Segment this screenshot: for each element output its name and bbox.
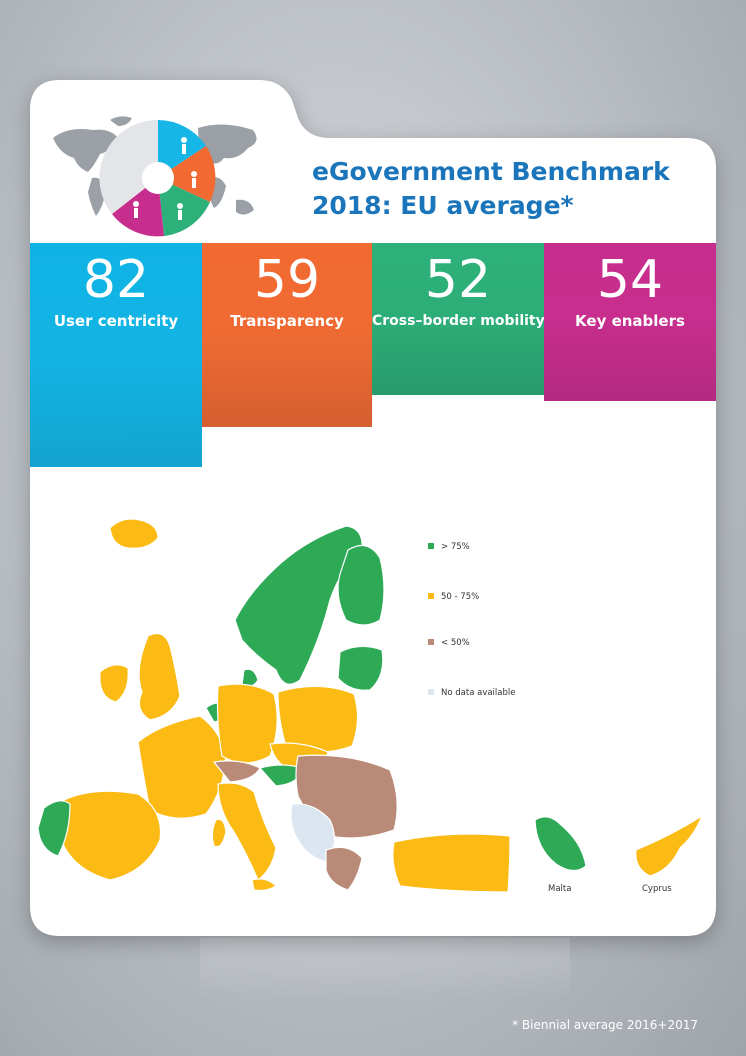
legend-swatch bbox=[428, 688, 434, 695]
title-line-1: eGovernment Benchmark bbox=[312, 157, 670, 186]
map-italy bbox=[217, 782, 277, 881]
map-finland bbox=[337, 544, 385, 626]
legend-label: > 75% bbox=[441, 542, 470, 552]
indicator-value: 54 bbox=[596, 250, 664, 310]
legend-swatch bbox=[428, 592, 434, 599]
indicator-value: 82 bbox=[82, 250, 150, 310]
legend-swatch bbox=[428, 638, 434, 645]
map-cyprus-inset bbox=[635, 815, 703, 877]
legend-item: No data available bbox=[428, 688, 515, 698]
map-turkey bbox=[392, 833, 511, 893]
tile-user-centricity: 82 User centricity bbox=[30, 243, 202, 467]
legend-label: 50 - 75% bbox=[441, 592, 480, 602]
cyprus-label: Cyprus bbox=[642, 884, 672, 894]
indicator-tiles: 82 User centricity 59 Transparency 52 Cr… bbox=[30, 243, 716, 473]
indicator-label: Cross–border mobility bbox=[372, 311, 545, 331]
map-poland bbox=[277, 685, 359, 753]
map-sardinia bbox=[211, 818, 227, 848]
map-iceland bbox=[109, 518, 159, 549]
map-sicily bbox=[251, 878, 277, 892]
map-greece bbox=[325, 846, 363, 891]
europe-map bbox=[37, 518, 703, 893]
malta-label: Malta bbox=[548, 884, 572, 894]
tile-transparency: 59 Transparency bbox=[202, 243, 372, 427]
map-malta-inset bbox=[534, 816, 587, 872]
title-line-2: 2018: EU average* bbox=[312, 191, 574, 220]
map-ireland bbox=[99, 664, 129, 703]
legend-swatch bbox=[428, 542, 434, 549]
person-icon bbox=[133, 137, 197, 220]
legend-item: 50 - 75% bbox=[428, 592, 479, 602]
indicator-label: User centricity bbox=[53, 312, 179, 330]
legend-label: < 50% bbox=[441, 638, 470, 648]
world-map-icon bbox=[53, 116, 257, 216]
map-portugal bbox=[37, 800, 71, 857]
legend-item: > 75% bbox=[428, 542, 470, 552]
legend-label: No data available bbox=[441, 688, 516, 698]
map-uk bbox=[138, 633, 181, 721]
tile-key-enablers: 54 Key enablers bbox=[544, 243, 716, 401]
tile-cross-border-mobility: 52 Cross–border mobility bbox=[372, 243, 545, 395]
map-germany bbox=[216, 683, 278, 764]
indicator-value: 59 bbox=[253, 250, 321, 310]
page-title: eGovernment Benchmark 2018: EU average* bbox=[312, 155, 712, 223]
pie-chart-icon bbox=[99, 119, 216, 237]
footnote: * Biennial average 2016+2017 bbox=[512, 1018, 698, 1032]
map-spain bbox=[59, 790, 162, 881]
map-baltics bbox=[337, 645, 384, 691]
indicator-label: Transparency bbox=[230, 312, 344, 330]
map-france bbox=[137, 715, 227, 819]
infographic-card: eGovernment Benchmark 2018: EU average* … bbox=[30, 80, 716, 936]
legend-item: < 50% bbox=[428, 638, 470, 648]
indicator-value: 52 bbox=[424, 250, 492, 310]
map-denmark bbox=[241, 668, 259, 687]
indicator-label: Key enablers bbox=[544, 311, 716, 331]
logo-pie-chart-icon bbox=[53, 116, 257, 237]
card-reflection bbox=[200, 938, 570, 998]
